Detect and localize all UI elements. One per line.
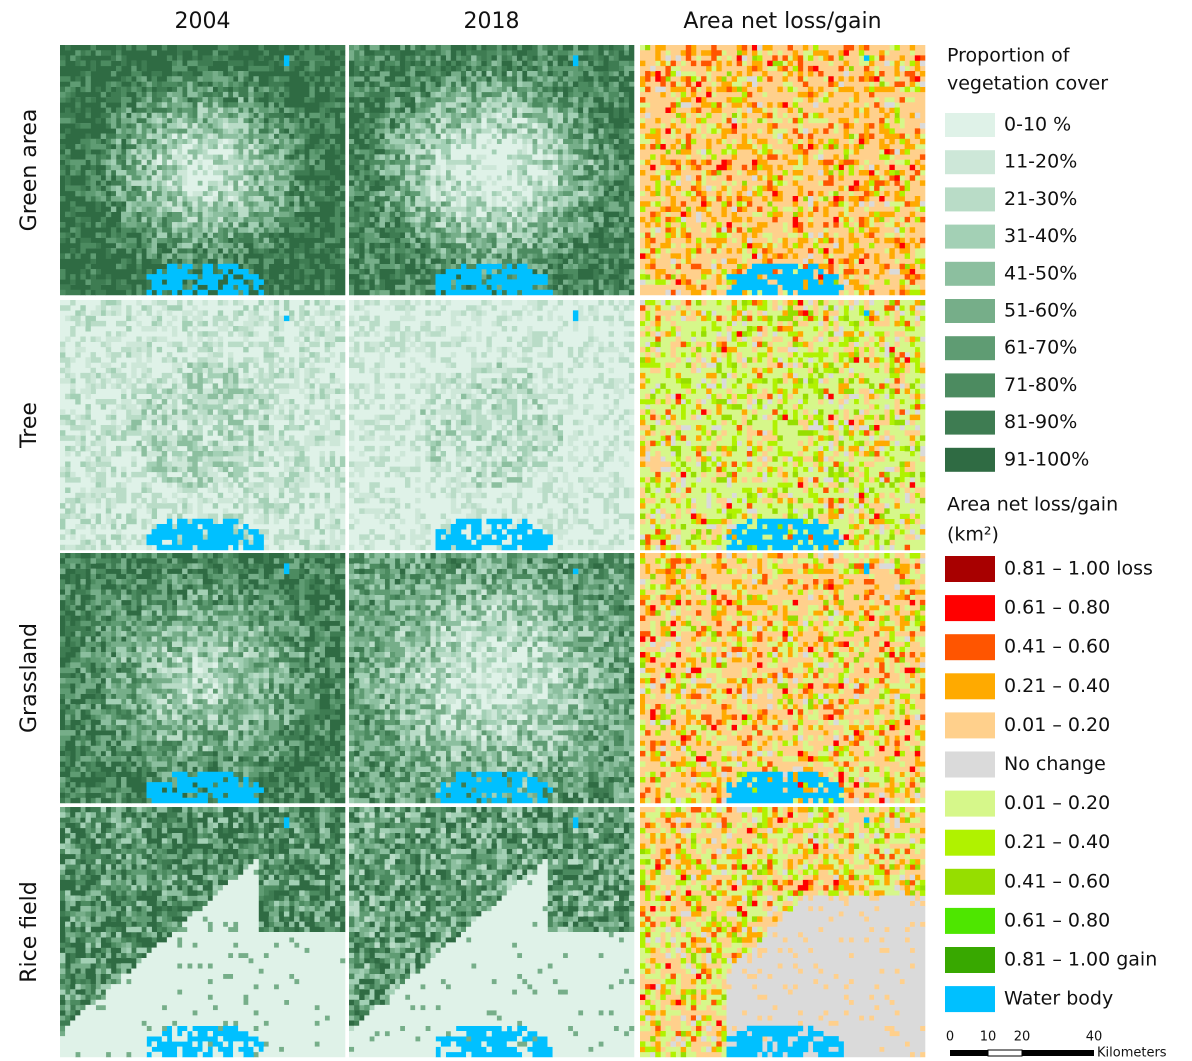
legend-swatch [945,262,995,286]
legend-swatch [945,830,995,856]
legend-label: 61-70% [1004,337,1077,359]
map-panel [349,45,634,295]
scale-segment [1022,1050,1094,1056]
scale-label: 40 [1086,1030,1103,1045]
figure: 2004 2018 Area net loss/gain Green area Tree… [0,0,1192,1061]
legend-swatch [945,187,995,211]
legend-label: 21-30% [1004,188,1077,210]
legend-swatch [945,113,995,137]
scale-unit: Kilometers [1097,1046,1167,1061]
scale-label: 0 [946,1030,954,1045]
map-panel [349,553,634,803]
legend-label: 91-100% [1004,448,1089,470]
legend-swatch [945,673,995,699]
scale-label: 10 [980,1030,997,1045]
legend-label: 81-90% [1004,411,1077,433]
legend-title: Proportion of [947,45,1071,67]
legend-label: 0.61 – 0.80 [1004,909,1110,931]
row-label: Grassland [17,623,42,733]
legend-swatch [945,947,995,973]
column-header: Area net loss/gain [683,9,881,34]
legend-label: 0.21 – 0.40 [1004,675,1110,697]
legend-swatch [945,225,995,249]
legend-label: 0.41 – 0.60 [1004,870,1110,892]
map-panel [60,553,345,803]
legend-swatch [945,299,995,323]
legend-swatch [945,752,995,778]
legend-swatch [945,986,995,1012]
legend-swatch [945,336,995,360]
legend-label: 0-10 % [1004,114,1071,136]
legend-title: Area net loss/gain [947,494,1118,516]
legend-label: 0.01 – 0.20 [1004,792,1110,814]
legend-swatch [945,634,995,660]
map-panel [640,45,925,295]
legend-swatch [945,869,995,895]
map-panel [640,807,925,1057]
column-header: 2018 [464,9,520,34]
legend-label: 41-50% [1004,262,1077,284]
scale-label: 20 [1014,1030,1031,1045]
legend-swatch [945,150,995,174]
legend-label: Water body [1004,988,1113,1010]
row-label: Tree [17,402,42,449]
legend-label: 51-60% [1004,300,1077,322]
map-panel [349,300,634,550]
legend-title: vegetation cover [947,73,1108,95]
legend-swatch [945,712,995,738]
legend-swatch [945,373,995,397]
map-panel [60,45,345,295]
scale-segment [988,1050,1022,1056]
legend-label: 0.41 – 0.60 [1004,636,1110,658]
legend-swatch [945,556,995,582]
legend-swatch [945,791,995,817]
legend-title: (km²) [947,524,999,546]
legend-label: No change [1004,753,1106,775]
row-label: Rice field [17,881,42,983]
legend-swatch [945,595,995,621]
legend-label: 11-20% [1004,151,1077,173]
legend-swatch [945,908,995,934]
legend-label: 0.21 – 0.40 [1004,831,1110,853]
legend-swatch [945,448,995,472]
legend-label: 71-80% [1004,374,1077,396]
column-header: 2004 [175,9,231,34]
legend-label: 0.61 – 0.80 [1004,597,1110,619]
legend-swatch [945,411,995,435]
legend-label: 31-40% [1004,225,1077,247]
map-panel [349,807,634,1057]
legend-label: 0.81 – 1.00 gain [1004,949,1157,971]
map-panel [640,300,925,550]
legend-label: 0.81 – 1.00 loss [1004,558,1153,580]
scale-segment [950,1050,988,1056]
legend-label: 0.01 – 0.20 [1004,714,1110,736]
map-panel [60,300,345,550]
map-panel [640,553,925,803]
row-label: Green area [17,109,42,232]
map-panel [60,807,345,1057]
